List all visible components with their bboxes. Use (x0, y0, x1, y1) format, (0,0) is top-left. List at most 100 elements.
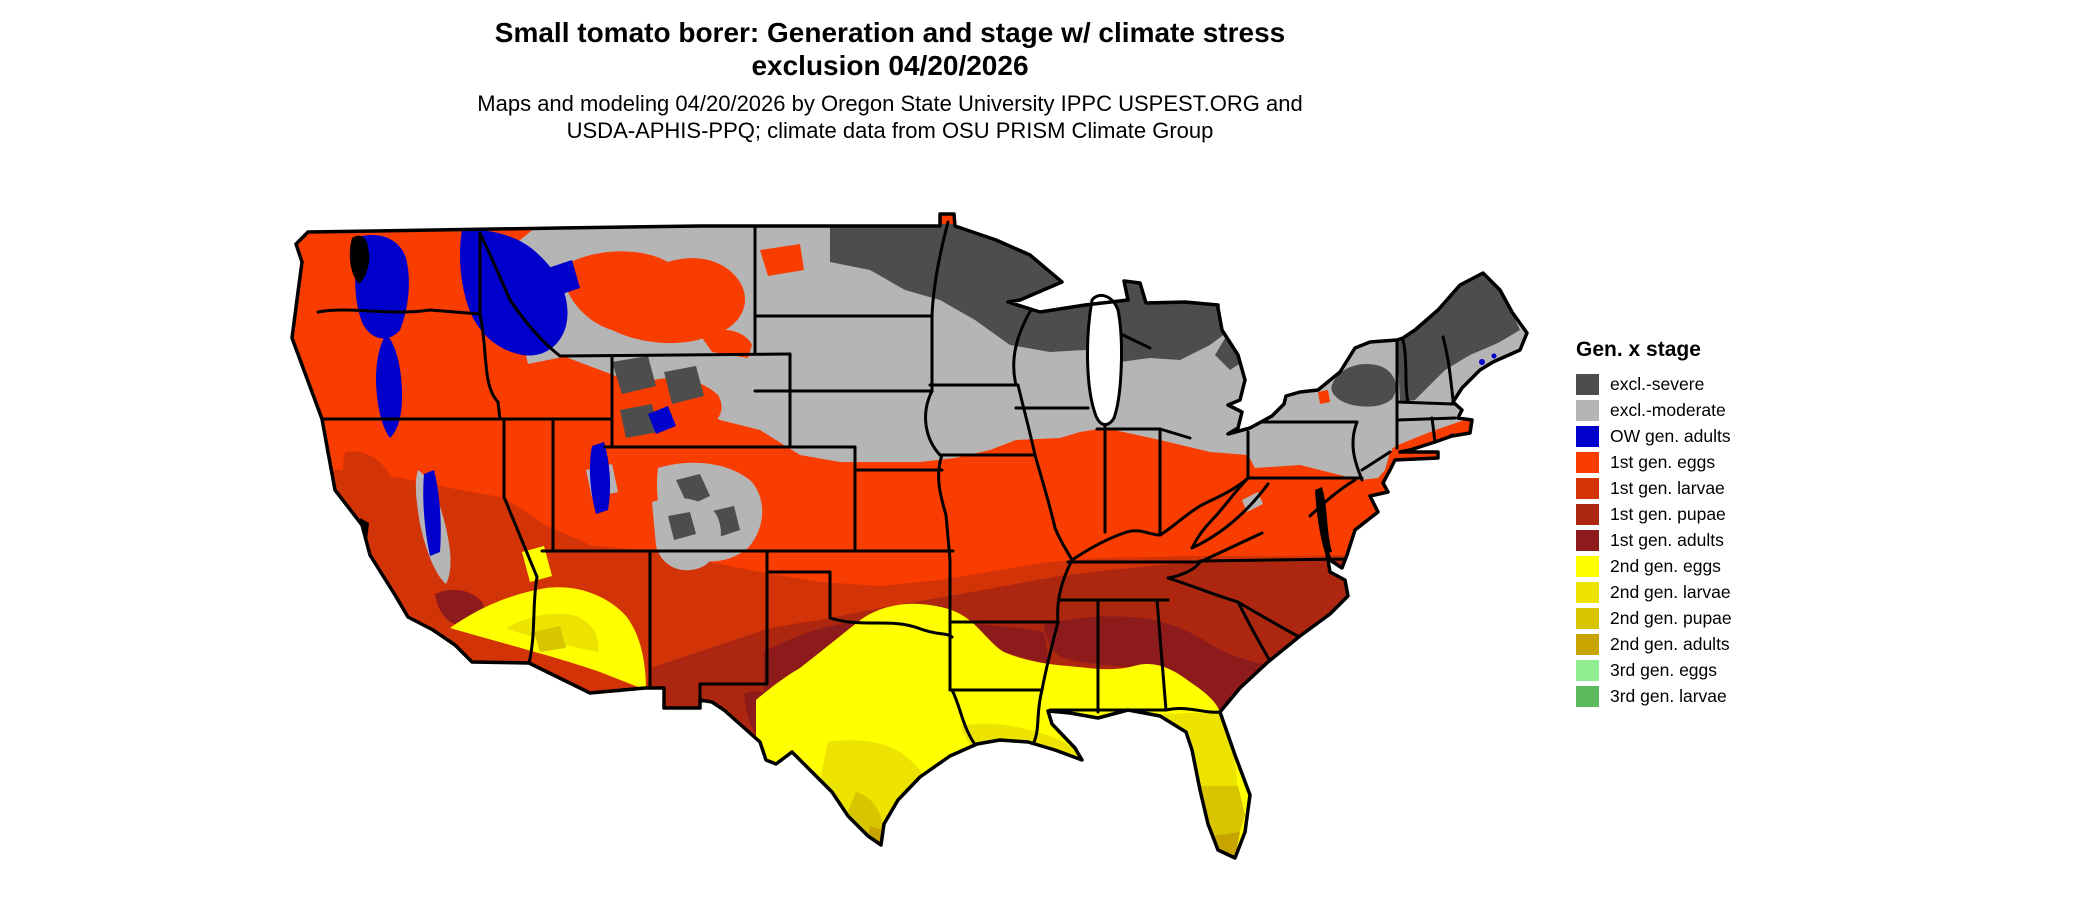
legend-swatch-gen2_adults (1576, 633, 1599, 655)
map-shape (937, 453, 952, 692)
legend-item-gen2_pupae: 2nd gen. pupae (1576, 605, 1906, 631)
map-patch-darkgray-wyoming-1 (612, 356, 656, 394)
us-outline (290, 212, 1529, 860)
legend-swatch-gen2_larvae (1576, 581, 1599, 603)
legend-swatch-gen1_larvae (1576, 477, 1599, 499)
map-region-ow-adults-idaho-montana (460, 229, 568, 356)
legend-swatch-ow_adults (1576, 425, 1599, 447)
map-patch-darkgray-wyoming-3 (620, 404, 658, 438)
state-borders (316, 220, 1457, 745)
legend-label: 2nd gen. larvae (1610, 581, 1731, 602)
map-region-gen2-adults-florida (1212, 832, 1240, 858)
chesapeake-bay (1315, 487, 1332, 553)
map-region-gen3-larvae-keys-1 (1211, 869, 1217, 875)
legend-swatch-gen3_eggs (1576, 659, 1599, 681)
legend-item-gen2_eggs: 2nd gen. eggs (1576, 553, 1906, 579)
legend-item-gen3_larvae: 3rd gen. larvae (1576, 683, 1906, 709)
legend-swatch-gen2_eggs (1576, 555, 1599, 577)
map-patch-blue-cape-cod-2 (1458, 438, 1464, 444)
legend-item-ow_adults: OW gen. adults (1576, 423, 1906, 449)
legend-item-gen2_adults: 2nd gen. adults (1576, 631, 1906, 657)
map-patch-orange-dakota (760, 244, 804, 276)
map-patch-darkgray-new-mexico (668, 512, 696, 540)
map-shape (1095, 427, 1192, 440)
map-shape (1395, 400, 1455, 406)
map-shape (478, 231, 562, 358)
subtitle-line-2: USDA-APHIS-PPQ; climate data from OSU PR… (566, 118, 1214, 143)
legend-swatch-gen3_larvae (1576, 685, 1599, 707)
legend-item-gen1_larvae: 1st gen. larvae (1576, 475, 1906, 501)
legend-label: 1st gen. larvae (1610, 477, 1725, 498)
map-shape (950, 688, 976, 745)
legend-label: 2nd gen. eggs (1610, 555, 1721, 576)
map-region-gen3-eggs-keys-2 (1227, 865, 1233, 871)
puget-sound (349, 235, 370, 284)
legend-item-excl_moderate: excl.-moderate (1576, 397, 1906, 423)
page-subtitle: Maps and modeling 04/20/2026 by Oregon S… (300, 90, 1480, 144)
legend-swatch-gen2_pupae (1576, 607, 1599, 629)
legend-swatch-gen1_eggs (1576, 451, 1599, 473)
map-shape (1033, 453, 1074, 562)
map-shape (1360, 450, 1392, 472)
map-shape (1198, 557, 1350, 563)
legend-label: 3rd gen. eggs (1610, 659, 1718, 680)
map-shape (1190, 482, 1270, 550)
map-shape (1441, 335, 1455, 402)
map-shape (478, 313, 502, 421)
map-region-gen3-larvae-keys-2 (1176, 875, 1181, 880)
map-patch-orange-montana-2 (700, 329, 752, 358)
map-shape (1401, 338, 1410, 404)
title-line-2: exclusion 04/20/2026 (751, 50, 1029, 81)
map-region-northern-new-england (1397, 273, 1520, 402)
map-shape (1155, 598, 1168, 712)
map-patch-orange-montana (560, 251, 746, 344)
map-region-gen1-adults-texas (764, 606, 1048, 702)
map-patch-blue-maine-coast-1 (1479, 359, 1485, 365)
legend-item-gen1_pupae: 1st gen. pupae (1576, 501, 1906, 527)
legend-item-gen2_larvae: 2nd gen. larvae (1576, 579, 1906, 605)
legend-label: 3rd gen. larvae (1610, 685, 1727, 706)
map-patch-pupae2-yuma (534, 626, 566, 652)
map-region-gen3-eggs-keys-1 (1193, 871, 1199, 877)
map-patch-darkgray-colorado-1 (676, 474, 710, 506)
map-region-ow-adults-oregon-cascades (376, 334, 402, 438)
map-patch-blue-maine-coast-2 (1491, 353, 1497, 359)
map-shape (558, 352, 792, 358)
map-shape (1308, 478, 1357, 518)
map-shape (1236, 600, 1274, 666)
map-region-adirondacks (1331, 364, 1396, 407)
map-shape (1166, 576, 1240, 604)
map-shape (1198, 531, 1264, 564)
legend-swatch-gen1_adults (1576, 529, 1599, 551)
map-shape (316, 308, 482, 316)
map-patch-darkgray-wyoming-2 (664, 366, 704, 404)
map-shape (1430, 416, 1437, 444)
legend-label: 1st gen. pupae (1610, 503, 1726, 524)
legend-swatch-excl_severe (1576, 373, 1599, 395)
map-patch-blue-montana (548, 260, 580, 296)
legend-item-excl_severe: excl.-severe (1576, 371, 1906, 397)
map-patch-orange-mohawk (1318, 390, 1330, 404)
map-region-gen3-larvae-keys-3 (1156, 880, 1160, 884)
legend-swatch-excl_moderate (1576, 399, 1599, 421)
legend-item-gen1_adults: 1st gen. adults (1576, 527, 1906, 553)
map-shape (1016, 383, 1037, 457)
map-shape (1032, 558, 1074, 744)
legend-label: excl.-severe (1610, 373, 1705, 394)
legend-label: OW gen. adults (1610, 425, 1731, 446)
legend-label: 2nd gen. adults (1610, 633, 1730, 654)
map-shape (1164, 706, 1222, 714)
page-title: Small tomato borer: Generation and stage… (300, 16, 1480, 82)
legend-swatch-gen1_pupae (1576, 503, 1599, 525)
map-patch-blue-wind-river (648, 406, 676, 434)
map-shape (1166, 560, 1202, 580)
legend-label: 1st gen. adults (1610, 529, 1724, 550)
legend-label: 2nd gen. pupae (1610, 607, 1732, 628)
legend-label: excl.-moderate (1610, 399, 1726, 420)
legend-rows: excl.-severe excl.-moderate OW gen. adults… (1576, 371, 1906, 709)
map-shape (502, 417, 539, 665)
map-shape (698, 549, 769, 702)
map-shape (828, 570, 954, 639)
map-shape (1351, 420, 1364, 482)
